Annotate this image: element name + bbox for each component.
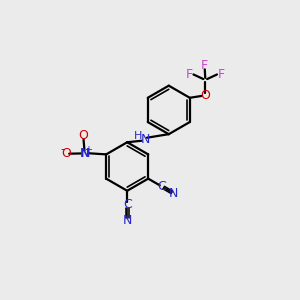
Text: N: N (141, 133, 151, 146)
Text: F: F (201, 59, 208, 72)
Text: C: C (123, 198, 132, 211)
Text: C: C (158, 180, 166, 193)
Text: N: N (169, 187, 178, 200)
Text: O: O (61, 147, 71, 160)
Text: F: F (186, 68, 193, 81)
Text: O: O (200, 89, 210, 102)
Text: +: + (84, 145, 92, 155)
Text: N: N (122, 214, 132, 226)
Text: F: F (218, 68, 224, 81)
Text: N: N (80, 147, 91, 160)
Text: H: H (134, 130, 142, 141)
Text: O: O (78, 129, 88, 142)
Text: -: - (60, 143, 64, 156)
